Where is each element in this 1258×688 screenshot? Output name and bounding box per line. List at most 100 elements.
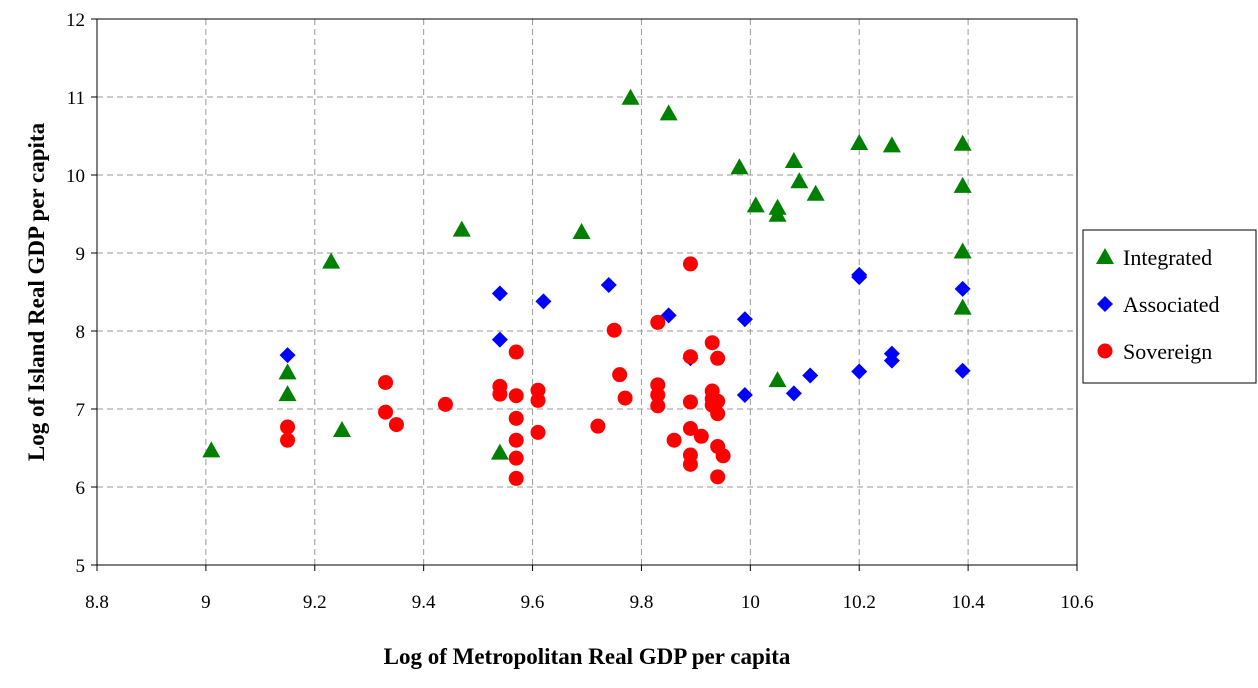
associated-point <box>491 331 508 348</box>
associated-point <box>954 362 971 379</box>
data-points <box>202 88 972 486</box>
integrated-point <box>953 176 972 193</box>
integrated-point <box>572 222 591 239</box>
integrated-point <box>746 196 765 213</box>
sovereign-point <box>650 398 666 414</box>
integrated-point <box>730 158 749 175</box>
sovereign-point <box>508 344 524 360</box>
associated-point <box>600 276 617 293</box>
sovereign-point <box>682 394 698 410</box>
associated-point <box>491 285 508 302</box>
associated-point <box>785 385 802 402</box>
series-integrated <box>202 88 972 460</box>
integrated-point <box>882 136 901 153</box>
y-tick-label: 6 <box>76 478 86 499</box>
associated-point <box>851 363 868 380</box>
y-tick-label: 11 <box>67 88 85 109</box>
legend-marker-associated <box>1097 296 1113 312</box>
x-axis-title: Log of Metropolitan Real GDP per capita <box>384 644 791 669</box>
associated-point <box>736 311 753 328</box>
sovereign-point <box>606 322 622 338</box>
sovereign-point <box>508 410 524 426</box>
sovereign-point <box>508 450 524 466</box>
sovereign-point <box>437 396 453 412</box>
sovereign-point <box>378 374 394 390</box>
integrated-point <box>768 371 787 388</box>
integrated-point <box>806 184 825 201</box>
legend-label-integrated: Integrated <box>1123 245 1212 270</box>
sovereign-point <box>280 432 296 448</box>
legend-label-associated: Associated <box>1123 292 1220 317</box>
plot-area-frame <box>96 18 1078 566</box>
x-tick-label: 9.4 <box>412 592 436 613</box>
integrated-point <box>850 134 869 151</box>
x-tick-label: 9.6 <box>521 592 545 613</box>
legend-box <box>1082 229 1257 384</box>
sovereign-point <box>590 418 606 434</box>
associated-point <box>736 386 753 403</box>
associated-point <box>851 269 868 286</box>
sovereign-point <box>530 392 546 408</box>
sovereign-point <box>682 349 698 365</box>
sovereign-point <box>682 421 698 436</box>
sovereign-point <box>710 406 726 422</box>
y-tick-label: 8 <box>76 322 86 343</box>
associated-point <box>660 307 677 324</box>
axes: 5 6 7 8 9 10 11 12 8.8 9 9.2 9.4 9.6 9.8 10 10.2 10.4 10.… <box>66 10 1094 613</box>
legend: Integrated Associated Sovereign <box>1082 229 1257 384</box>
integrated-point <box>953 242 972 259</box>
y-tick-label: 7 <box>76 400 86 421</box>
legend-label-sovereign: Sovereign <box>1123 339 1212 364</box>
sovereign-point <box>508 388 524 404</box>
integrated-point <box>784 151 803 168</box>
sovereign-point <box>704 335 720 351</box>
integrated-point <box>278 363 297 380</box>
y-tick-label: 12 <box>66 10 85 31</box>
integrated-point <box>621 88 640 105</box>
associated-point <box>535 293 552 310</box>
integrated-point <box>333 421 351 438</box>
series-sovereign <box>280 256 731 486</box>
integrated-point <box>953 134 972 151</box>
sovereign-point <box>508 432 524 448</box>
legend-marker-sovereign <box>1097 343 1113 359</box>
y-tick-label: 10 <box>66 166 85 187</box>
sovereign-point <box>650 314 666 330</box>
associated-point <box>954 280 971 297</box>
x-tick-label: 10.6 <box>1060 592 1093 613</box>
sovereign-point <box>682 256 698 272</box>
sovereign-point <box>650 387 666 403</box>
x-tick-label: 10.2 <box>843 592 876 613</box>
integrated-point <box>322 252 341 269</box>
associated-point <box>279 347 296 364</box>
integrated-point <box>202 441 221 458</box>
x-tick-label: 9 <box>201 592 211 613</box>
integrated-point <box>953 298 972 315</box>
legend-marker-integrated <box>1096 248 1114 264</box>
gridlines <box>97 19 1077 565</box>
x-tick-label: 10.4 <box>951 592 985 613</box>
integrated-point <box>790 172 809 189</box>
integrated-point <box>659 104 678 121</box>
integrated-point <box>490 443 509 460</box>
sovereign-point <box>280 419 296 435</box>
sovereign-point <box>693 428 709 444</box>
associated-point <box>802 367 819 384</box>
sovereign-point <box>715 448 731 464</box>
associated-point <box>883 352 900 369</box>
x-tick-label: 8.8 <box>85 592 109 613</box>
integrated-point <box>278 385 297 402</box>
sovereign-point <box>710 350 726 366</box>
sovereign-point <box>710 393 726 409</box>
sovereign-point <box>378 404 394 420</box>
sovereign-point <box>530 424 546 440</box>
sovereign-point <box>492 386 508 402</box>
y-tick-label: 5 <box>76 556 86 577</box>
sovereign-point <box>666 432 682 448</box>
sovereign-point <box>508 470 524 486</box>
y-tick-label: 9 <box>76 244 86 265</box>
sovereign-point <box>682 456 698 472</box>
x-tick-label: 9.8 <box>630 592 654 613</box>
